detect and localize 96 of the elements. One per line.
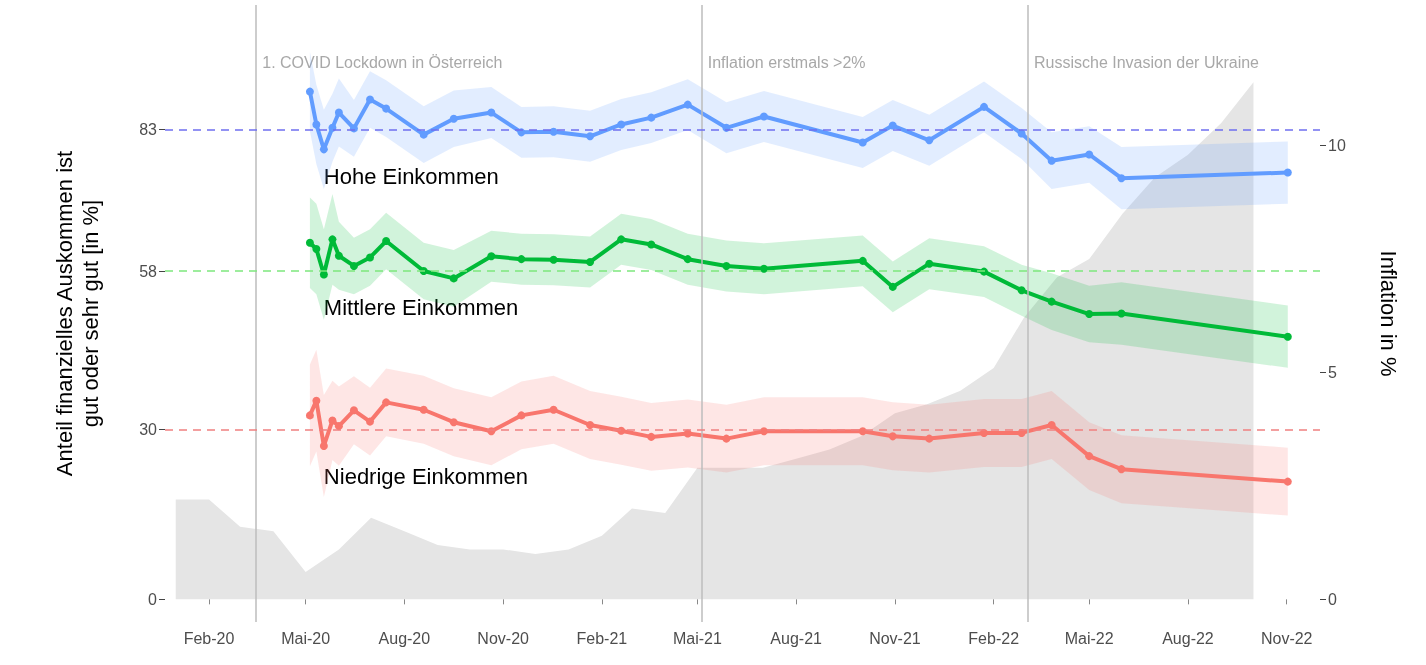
x-tick-label: Feb-22 xyxy=(968,629,1020,647)
point xyxy=(759,112,768,121)
x-tick-label: Feb-20 xyxy=(183,629,235,647)
point xyxy=(549,405,558,414)
ref-line-label: 1. COVID Lockdown in Österreich xyxy=(262,53,503,71)
point xyxy=(419,130,428,139)
point xyxy=(449,114,458,123)
point xyxy=(1283,332,1292,341)
point xyxy=(586,421,595,430)
point xyxy=(1047,156,1056,165)
series-label: Mittlere Einkommen xyxy=(323,294,519,320)
series-label: Hohe Einkommen xyxy=(323,163,499,189)
point xyxy=(449,274,458,283)
series-label: Niedrige Einkommen xyxy=(323,464,529,490)
point xyxy=(328,416,337,425)
point xyxy=(617,120,626,129)
point xyxy=(334,108,343,117)
point xyxy=(586,257,595,266)
point xyxy=(1283,168,1292,177)
point xyxy=(319,441,328,450)
point xyxy=(549,127,558,136)
point xyxy=(888,121,897,130)
point xyxy=(925,136,934,145)
point xyxy=(334,251,343,260)
point xyxy=(1047,297,1056,306)
point xyxy=(419,405,428,414)
y-axis-title: Anteil finanzielles Auskommen ist gut oder sehr gut [in %] xyxy=(51,150,103,477)
x-tick-label: Aug-20 xyxy=(378,629,431,647)
x-tick-label: Aug-21 xyxy=(770,629,823,647)
x-tick-label: Mai-22 xyxy=(1064,629,1114,647)
y2-tick-label: 10 xyxy=(1328,137,1346,155)
ref-line-label: Russische Invasion der Ukraine xyxy=(1034,53,1260,71)
point xyxy=(888,282,897,291)
point xyxy=(517,411,526,420)
point xyxy=(759,264,768,273)
point xyxy=(722,261,731,270)
point xyxy=(647,240,656,249)
point xyxy=(487,252,496,261)
y-tick-label: 83 xyxy=(139,121,158,139)
y-tick-label: 58 xyxy=(139,262,158,280)
y-tick-label: 0 xyxy=(148,590,158,608)
point xyxy=(366,95,375,104)
x-tick-label: Nov-20 xyxy=(477,629,530,647)
point xyxy=(925,434,934,443)
point xyxy=(647,113,656,122)
x-tick-label: Nov-22 xyxy=(1260,629,1313,647)
point xyxy=(312,244,321,253)
point xyxy=(487,108,496,117)
point xyxy=(683,100,692,109)
point xyxy=(858,427,867,436)
point xyxy=(1017,286,1026,295)
point xyxy=(858,138,867,147)
y-tick-label: 30 xyxy=(139,421,158,439)
point xyxy=(305,87,314,96)
point xyxy=(382,398,391,407)
point xyxy=(366,253,375,262)
point xyxy=(349,261,358,270)
y2-tick-label: 5 xyxy=(1328,363,1337,381)
point xyxy=(305,238,314,247)
point xyxy=(1117,465,1126,474)
point xyxy=(617,235,626,244)
point xyxy=(1283,477,1292,486)
point xyxy=(1117,174,1126,183)
point xyxy=(1085,150,1094,159)
point xyxy=(366,417,375,426)
point xyxy=(312,396,321,405)
point xyxy=(858,256,867,265)
point xyxy=(517,255,526,264)
point xyxy=(1085,310,1094,319)
point xyxy=(980,102,989,111)
point xyxy=(647,432,656,441)
point xyxy=(683,255,692,264)
point xyxy=(449,418,458,427)
y2-axis-title: Inflation in % xyxy=(1375,250,1401,377)
point xyxy=(1085,452,1094,461)
y2-tick-label: 0 xyxy=(1328,590,1337,608)
x-tick-label: Nov-21 xyxy=(869,629,921,647)
point xyxy=(1047,421,1056,430)
point xyxy=(382,104,391,113)
x-tick-label: Feb-21 xyxy=(576,629,628,647)
x-tick-label: Mai-20 xyxy=(281,629,331,647)
ref-line-label: Inflation erstmals >2% xyxy=(707,53,866,71)
point xyxy=(888,432,897,441)
point xyxy=(925,259,934,268)
point xyxy=(382,237,391,246)
point xyxy=(334,422,343,431)
point xyxy=(722,434,731,443)
point xyxy=(349,406,358,415)
x-tick-label: Aug-22 xyxy=(1162,629,1214,647)
point xyxy=(312,120,321,129)
point xyxy=(549,255,558,264)
point xyxy=(759,427,768,436)
x-tick-label: Mai-21 xyxy=(672,629,722,647)
point xyxy=(305,411,314,420)
point xyxy=(1117,309,1126,318)
point xyxy=(586,132,595,141)
